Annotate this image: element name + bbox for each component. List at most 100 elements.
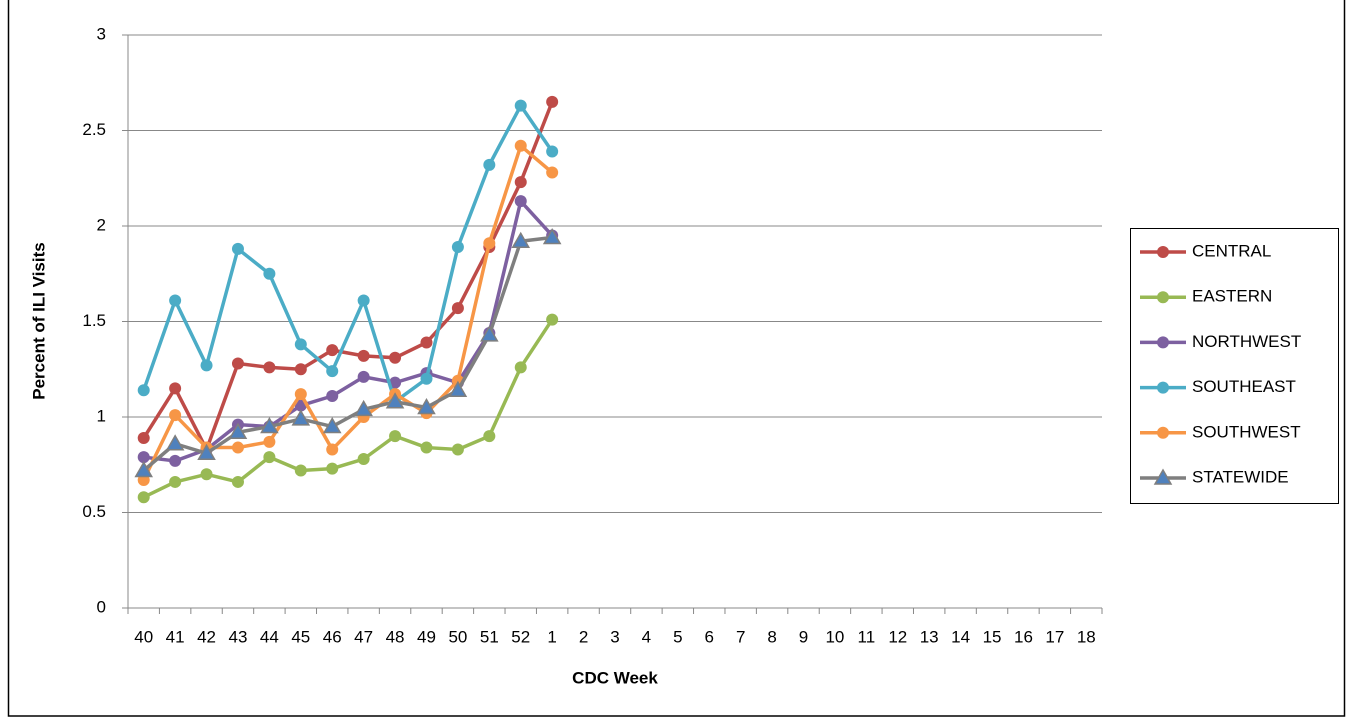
data-point: [200, 359, 213, 372]
data-point: [197, 443, 216, 461]
data-point: [326, 344, 339, 357]
data-point: [169, 409, 182, 422]
data-point: [514, 195, 527, 208]
data-point: [483, 237, 496, 250]
data-point: [514, 139, 527, 152]
x-tick-label: 48: [386, 627, 405, 646]
data-point: [389, 376, 402, 389]
data-point: [417, 397, 436, 415]
data-point: [165, 434, 185, 451]
data-point: [137, 451, 150, 464]
x-tick-label: 12: [888, 627, 907, 646]
x-tick-label: 7: [736, 627, 745, 646]
legend-label: SOUTHEAST: [1192, 377, 1296, 396]
data-point: [169, 454, 182, 467]
x-tick-label: 44: [260, 627, 279, 646]
data-point: [546, 166, 559, 179]
data-point: [546, 145, 559, 158]
data-point: [511, 231, 531, 249]
x-tick-label: 9: [799, 627, 808, 646]
data-point: [385, 392, 405, 409]
data-point: [137, 491, 150, 504]
data-point: [263, 267, 276, 280]
data-point: [514, 361, 527, 374]
data-point: [231, 357, 244, 370]
legend-marker: [1157, 246, 1169, 258]
data-point: [200, 468, 213, 481]
legend-marker: [1157, 381, 1169, 394]
data-point: [134, 460, 154, 478]
y-tick-label: 0: [97, 597, 106, 616]
legend-label: SOUTHWEST: [1192, 422, 1301, 441]
x-tick-label: 10: [825, 627, 844, 646]
series-line: [142, 101, 554, 452]
data-point: [326, 462, 339, 475]
x-tick-label: 47: [354, 627, 373, 646]
data-point: [546, 95, 559, 108]
data-point: [514, 176, 527, 189]
data-point: [231, 242, 244, 255]
data-point: [420, 372, 433, 385]
data-point: [542, 227, 562, 245]
x-tick-label: 1: [547, 627, 556, 646]
data-point: [294, 363, 307, 376]
data-point: [451, 302, 464, 315]
data-point: [357, 370, 370, 383]
x-tick-label: 13: [920, 627, 939, 646]
y-axis-label: Percent of ILI Visits: [29, 242, 48, 399]
data-point: [326, 443, 339, 456]
y-tick-label: 0.5: [82, 502, 106, 521]
x-tick-label: 14: [951, 627, 970, 646]
chart-border: [7, 0, 1346, 717]
x-tick-label: 42: [197, 627, 216, 646]
x-tick-label: 11: [858, 627, 876, 646]
data-point: [169, 294, 182, 307]
data-point: [354, 399, 373, 417]
data-point: [228, 422, 248, 440]
x-tick-label: 43: [229, 627, 248, 646]
x-tick-label: 49: [417, 627, 436, 646]
x-tick-label: 15: [983, 627, 1002, 646]
data-point: [451, 443, 464, 456]
data-point: [326, 389, 339, 402]
data-point: [263, 435, 276, 448]
data-point: [137, 384, 150, 397]
legend-box: [1130, 228, 1339, 504]
x-tick-label: 41: [166, 627, 185, 646]
data-point: [448, 380, 468, 398]
data-point: [263, 361, 276, 374]
data-point: [357, 349, 370, 362]
x-tick-label: 46: [323, 627, 342, 646]
data-point: [169, 475, 182, 488]
x-tick-label: 17: [1045, 627, 1064, 646]
data-point: [231, 441, 244, 454]
x-tick-label: 3: [610, 627, 619, 646]
series-line: [142, 235, 553, 472]
data-point: [483, 158, 496, 171]
legend-label: NORTHWEST: [1192, 332, 1301, 351]
y-tick-label: 1: [97, 406, 106, 425]
legend-marker: [1153, 468, 1173, 485]
x-tick-label: 16: [1014, 627, 1033, 646]
x-tick-label: 52: [511, 627, 530, 646]
data-point: [169, 382, 182, 395]
y-tick-label: 3: [97, 24, 106, 43]
data-point: [480, 325, 499, 342]
data-point: [294, 338, 307, 351]
x-tick-label: 50: [448, 627, 467, 646]
data-point: [263, 451, 276, 464]
data-point: [294, 464, 307, 477]
legend-marker: [1157, 426, 1169, 439]
data-point: [357, 294, 370, 307]
x-tick-label: 4: [642, 627, 651, 646]
data-point: [420, 336, 433, 349]
x-tick-label: 45: [291, 627, 310, 646]
data-point: [546, 313, 559, 326]
legend-label: CENTRAL: [1192, 241, 1271, 260]
data-point: [291, 409, 311, 426]
legend-marker: [1157, 291, 1169, 304]
x-axis-label: CDC Week: [572, 668, 658, 687]
x-tick-label: 8: [767, 627, 776, 646]
x-tick-label: 2: [579, 627, 588, 646]
data-point: [322, 417, 342, 434]
